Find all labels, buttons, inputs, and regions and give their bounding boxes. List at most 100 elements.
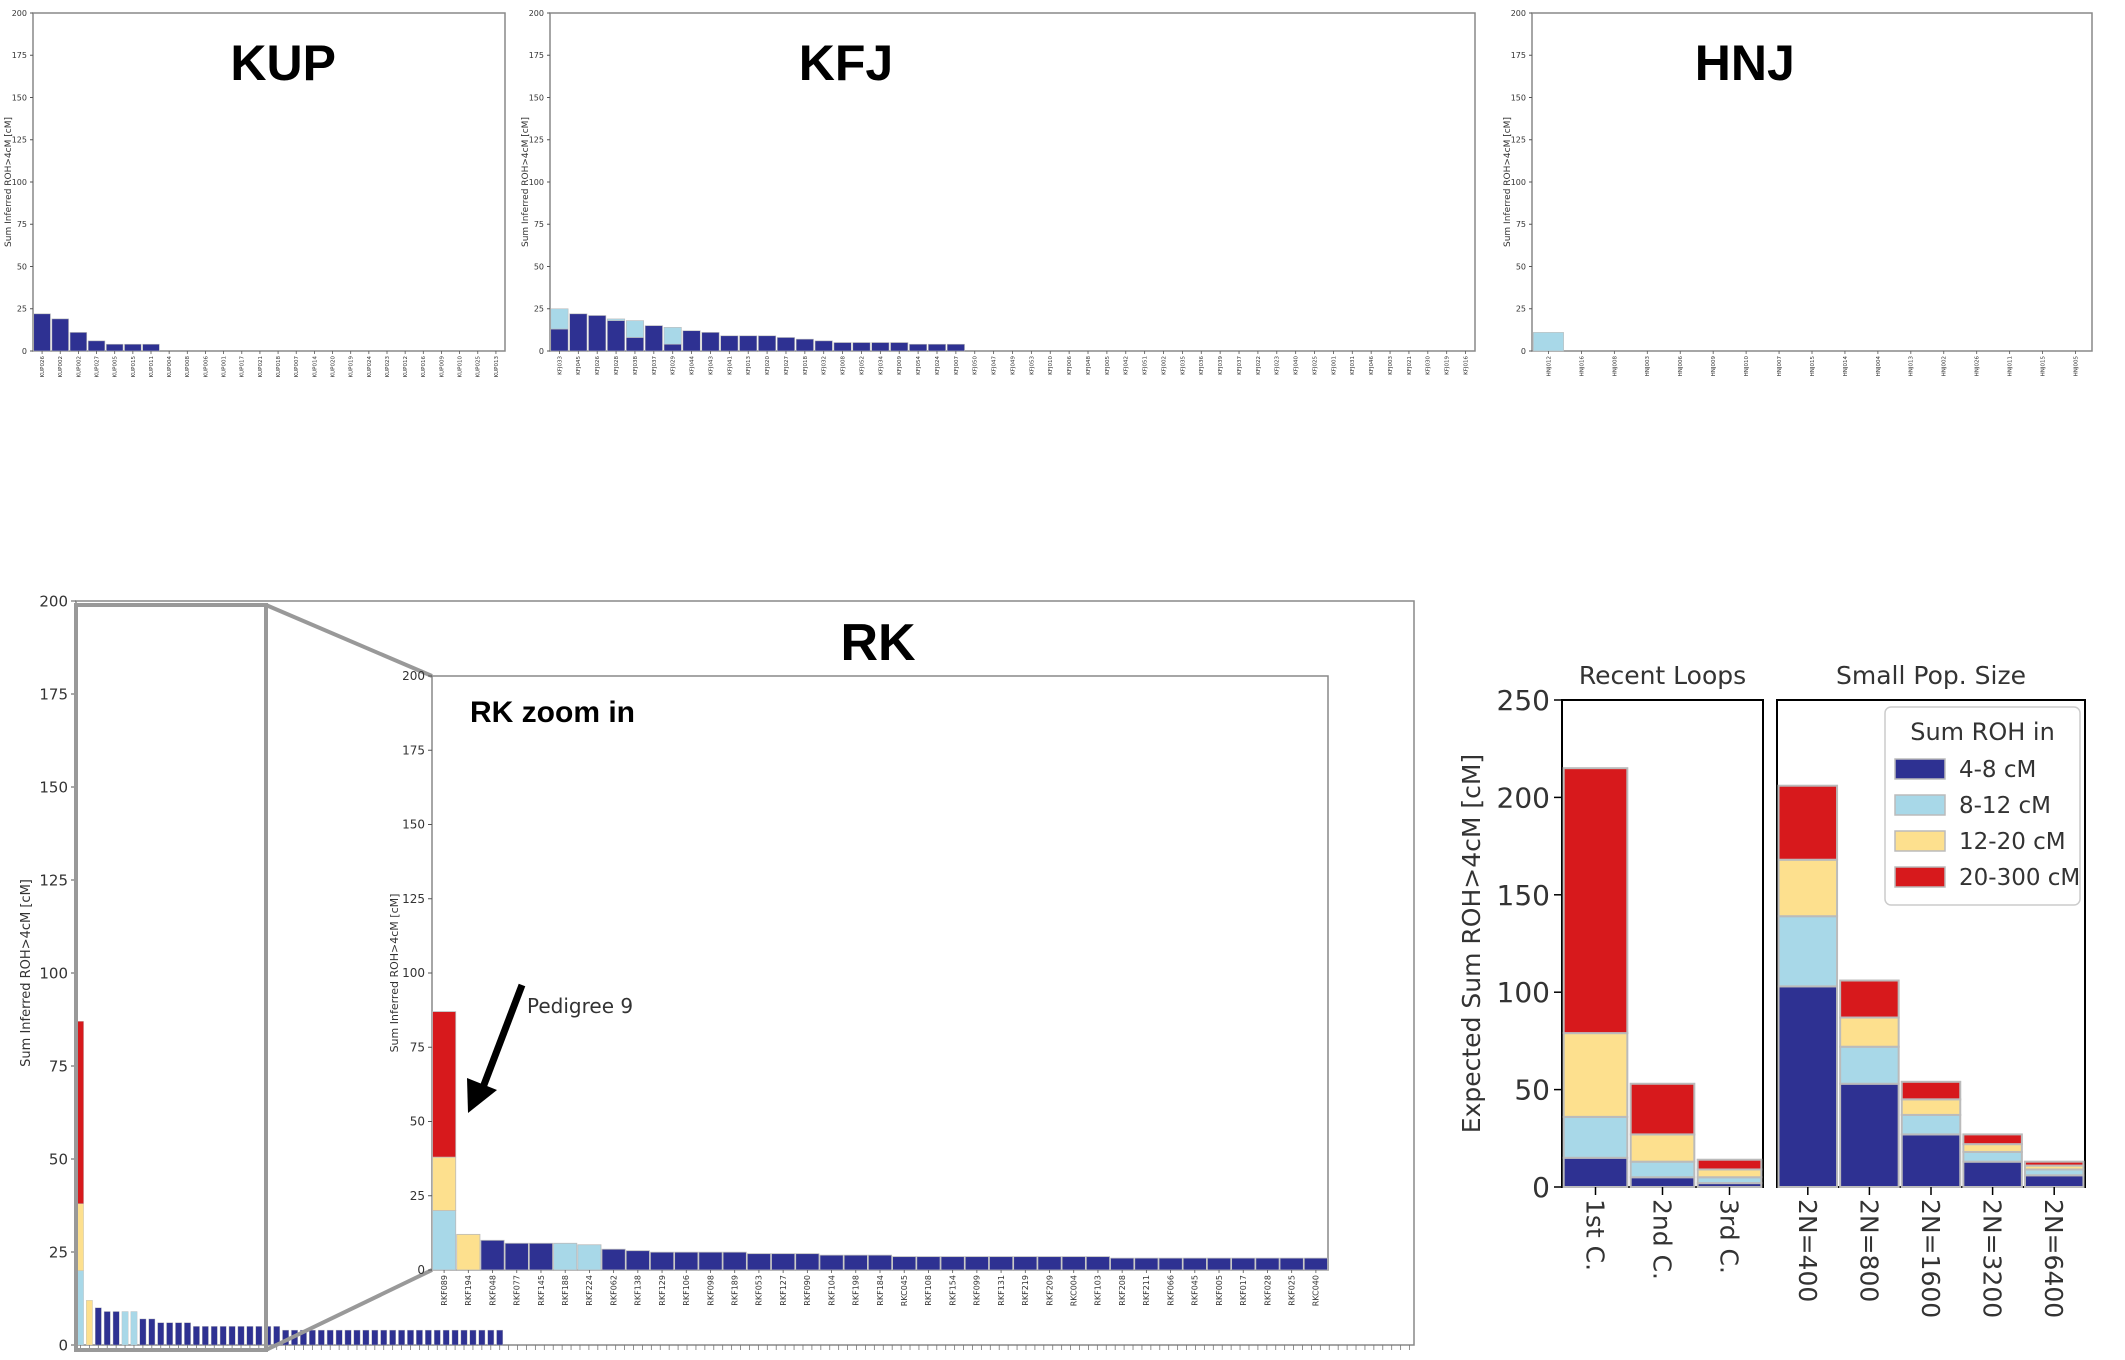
bar-segment-roh-8-12 <box>1562 1115 1629 1159</box>
bar-segment-roh-4-8 <box>433 1329 441 1346</box>
bar-segment-roh-12-20 <box>1562 1032 1629 1118</box>
x-tick-label: KUP018 <box>276 356 282 378</box>
bar-segment-roh-4-8 <box>698 1251 723 1271</box>
x-tick-label: KUP008 <box>185 356 191 378</box>
y-tick-label: 75 <box>534 220 544 229</box>
bar-segment-roh-4-8 <box>2023 1174 2085 1189</box>
bar-segment-roh-4-8 <box>469 1329 477 1346</box>
chart-expected-small-pop-size: Small Pop. Size 2N=400 2N=800 2N=1600 2N=32… <box>1776 661 2086 1318</box>
x-tick-label: RKF104 <box>827 1275 836 1306</box>
y-tick-label: 150 <box>12 93 27 102</box>
x-tick-label: 3rd C. <box>1715 1199 1744 1274</box>
x-tick-label: RKF028 <box>1263 1275 1272 1306</box>
x-tick-label: KUP009 <box>439 356 445 378</box>
y-tick-label: 25 <box>1516 305 1526 314</box>
bar-segment-roh-8-12 <box>1533 332 1564 352</box>
bar-segment-roh-4-8 <box>964 1256 989 1271</box>
chart-kup-y-label: Sum Inferred ROH>4cM [cM] <box>4 117 14 247</box>
x-tick-label: RKF198 <box>852 1275 861 1306</box>
x-tick-label: KFJ040 <box>1294 355 1300 374</box>
x-tick-label: KFJ008 <box>841 355 847 374</box>
y-tick-label: 50 <box>534 262 544 271</box>
bar-segment-roh-4-8 <box>442 1329 450 1346</box>
x-tick-label: KUP010 <box>458 356 464 378</box>
y-tick-label: 125 <box>402 892 425 906</box>
bar-segment-roh-12-20 <box>1629 1133 1696 1163</box>
recent-loops-title: Recent Loops <box>1579 661 1746 690</box>
bar-segment-roh-4-8 <box>362 1329 370 1346</box>
bar-segment-roh-4-8 <box>601 1248 626 1271</box>
bar-segment-roh-4-8 <box>1562 1156 1629 1189</box>
bar-segment-roh-4-8 <box>157 1322 165 1346</box>
x-tick-label: HNJ006 <box>1678 356 1684 377</box>
chart-kfj-x-tick-labels: KFJ033 KFJ045 KFJ026 KFJ028 KFJ038 KFJ037 KFJ0… <box>557 351 1469 375</box>
x-tick-label: RKC040 <box>1312 1275 1321 1306</box>
legend-box <box>1884 706 2081 906</box>
chart-expected-y-axis: 0 50 100 150 200 250 <box>1497 684 1562 1204</box>
x-tick-label: RKF062 <box>609 1275 618 1306</box>
legend-label-roh-4-8: 4-8 cM <box>1959 757 2036 783</box>
bar-segment-roh-4-8 <box>504 1242 529 1271</box>
bar-segment-roh-4-8 <box>335 1329 343 1346</box>
bar-segment-roh-4-8 <box>1839 1082 1900 1188</box>
bar-segment-roh-8-12 <box>625 320 644 338</box>
x-tick-label: HNJ007 <box>1777 356 1783 377</box>
y-tick-label: 50 <box>17 262 27 271</box>
arrow-head <box>467 1078 497 1113</box>
bar-segment-roh-4-8 <box>451 1329 459 1346</box>
x-tick-label: KFJ034 <box>878 355 884 374</box>
x-tick-label: KUP002 <box>76 356 82 377</box>
x-tick-label: KFJ009 <box>897 355 903 374</box>
x-tick-label: KFJ037 <box>1237 355 1243 374</box>
y-tick-label: 150 <box>402 818 425 832</box>
x-tick-label: RKF098 <box>706 1275 715 1306</box>
x-tick-label: HNJ011 <box>2008 356 2014 376</box>
bar-segment-roh-4-8 <box>237 1326 245 1346</box>
chart-rk-title: RK <box>840 614 916 672</box>
y-tick-label: 100 <box>39 964 68 982</box>
x-tick-label: RKF154 <box>948 1275 957 1306</box>
bar-segment-roh-4-8 <box>1962 1160 2023 1189</box>
y-tick-label: 150 <box>1511 93 1526 102</box>
bar-segment-roh-4-8 <box>1134 1257 1159 1271</box>
chart-kfj: 0 25 50 75 100 125 150 175 200 KFJ033 KFJ045 KFJ02… <box>521 9 1476 375</box>
small-pop-size-title: Small Pop. Size <box>1836 661 2026 690</box>
y-tick-label: 50 <box>49 1150 68 1168</box>
chart-rk-y-axis: 0 25 50 75 100 125 150 175 200 <box>39 592 76 1354</box>
bar-segment-roh-8-12 <box>663 327 682 345</box>
x-tick-label: KUP017 <box>240 356 246 378</box>
bar-segment-roh-4-8 <box>946 343 965 352</box>
chart-rk-bars <box>77 1021 504 1346</box>
x-tick-label: KUP027 <box>94 356 100 378</box>
bar-segment-roh-4-8 <box>588 315 607 352</box>
x-tick-label: KFJ016 <box>1463 355 1469 374</box>
x-tick-label: RKF219 <box>1021 1275 1030 1306</box>
bar-segment-roh-4-8 <box>607 320 626 352</box>
x-tick-label: 2nd C. <box>1648 1199 1677 1280</box>
bar-segment-roh-4-8 <box>148 1318 156 1346</box>
bar-segment-roh-4-8 <box>398 1329 405 1346</box>
bar-segment-roh-4-8 <box>928 343 946 352</box>
bar-segment-roh-4-8 <box>166 1322 173 1346</box>
y-tick-label: 25 <box>534 305 544 314</box>
x-tick-label: KFJ052 <box>859 356 865 375</box>
chart-expected: 0 50 100 150 200 250 Expected Sum ROH>4cM [cM… <box>1457 661 2086 1318</box>
x-tick-label: HNJ003 <box>1645 356 1651 377</box>
bar-segment-roh-4-8 <box>682 330 701 352</box>
x-tick-label: 1st C. <box>1581 1199 1610 1271</box>
chart-kfj-y-axis: 0 25 50 75 100 125 150 175 200 <box>529 9 550 356</box>
x-tick-label: KFJ027 <box>784 355 790 374</box>
bar-segment-roh-4-8 <box>746 1253 771 1271</box>
bar-segment-roh-4-8 <box>644 325 663 352</box>
bar-segment-roh-20-300 <box>2023 1160 2085 1167</box>
x-tick-label: RKF211 <box>1142 1275 1151 1306</box>
bar-segment-roh-4-8 <box>1900 1133 1962 1189</box>
y-tick-label: 0 <box>539 347 544 356</box>
x-tick-label: KUP024 <box>367 356 373 378</box>
bar-segment-roh-4-8 <box>1085 1256 1110 1271</box>
recent-loops-bars <box>1562 767 1763 1189</box>
x-tick-label: KFJ054 <box>916 355 922 374</box>
legend-title: Sum ROH in <box>1910 718 2055 746</box>
bar-segment-roh-4-8 <box>139 1318 147 1346</box>
y-tick-label: 125 <box>39 871 68 889</box>
